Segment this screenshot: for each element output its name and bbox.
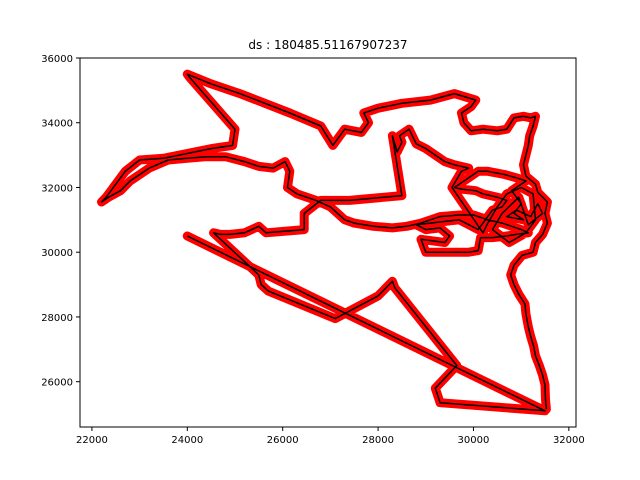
line-layer [100, 73, 549, 412]
x-tick-label: 22000 [76, 435, 108, 446]
x-tick-label: 26000 [267, 435, 299, 446]
y-tick-label: 28000 [41, 313, 73, 324]
plot-area [79, 57, 577, 428]
x-tick-label: 28000 [362, 435, 394, 446]
path-line [100, 73, 549, 412]
x-tick-label: 24000 [171, 435, 203, 446]
y-axis: 26000 28000 30000 32000 34000 36000 [41, 54, 80, 389]
chart-title: ds : 180485.51167907237 [248, 38, 407, 52]
y-tick-label: 34000 [41, 119, 73, 130]
x-tick-label: 30000 [458, 435, 490, 446]
y-tick-label: 36000 [41, 54, 73, 65]
y-tick-label: 30000 [41, 248, 73, 259]
y-tick-label: 26000 [41, 378, 73, 389]
plot-frame [79, 57, 577, 428]
x-tick-label: 32000 [553, 435, 585, 446]
x-axis: 22000 24000 26000 28000 30000 32000 [76, 427, 585, 446]
y-tick-label: 32000 [41, 183, 73, 194]
